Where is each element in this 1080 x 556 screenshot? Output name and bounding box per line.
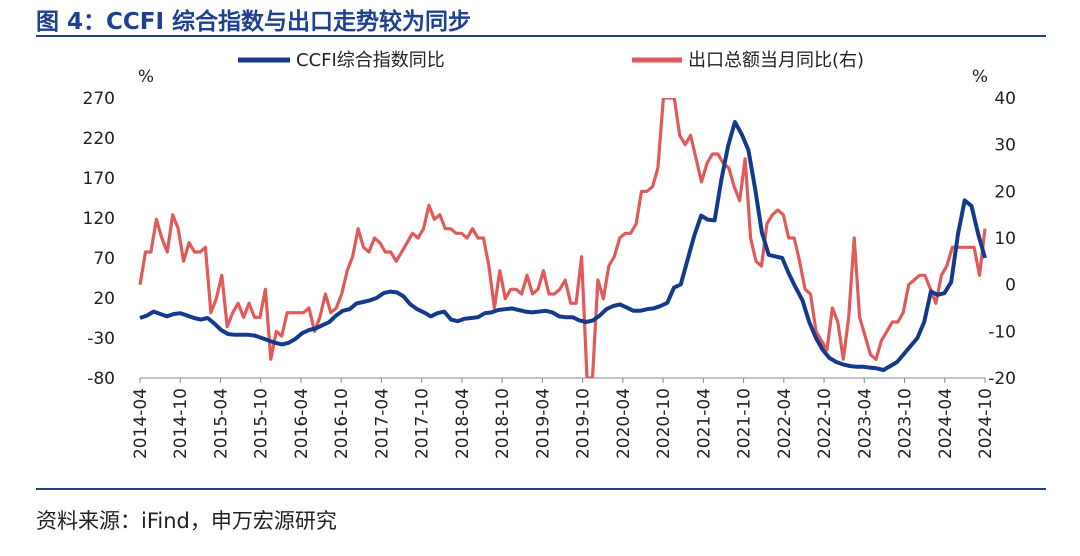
right-tick-label: 20 [994,182,1016,202]
left-tick-label: 220 [83,129,115,149]
x-tick-label: 2019-10 [574,388,594,459]
x-tick-label: 2017-10 [413,388,433,459]
x-tick-label: 2024-10 [976,388,996,459]
x-tick-label: 2017-04 [372,388,392,459]
x-tick-label: 2023-10 [896,388,916,459]
x-tick-label: 2020-10 [654,388,674,459]
left-axis-ticks: 270 220 170 120 70 20 -30 -80 [83,89,115,389]
figure-title: 图 4：CCFI 综合指数与出口走势较为同步 [36,9,472,35]
left-axis-unit: % [138,67,154,87]
series-lines [138,98,987,378]
left-tick-label: -80 [87,369,115,389]
x-tick-label: 2022-10 [815,388,835,459]
x-tick-label: 2023-04 [855,388,875,459]
right-tick-label: 30 [994,136,1016,156]
bottom-rule [36,488,1046,490]
chart-svg: 270 220 170 120 70 20 -30 -80 40 30 20 10 0 -10 -20 2… [83,50,1016,459]
x-tick-label: 2018-10 [493,388,513,459]
legend: CCFI综合指数同比 出口总额当月同比(右) [238,50,864,71]
left-tick-label: 20 [93,289,115,309]
left-tick-label: 270 [83,89,115,109]
right-tick-label: 0 [1005,276,1016,296]
x-axis-ticks: 2014-04 2014-10 2015-04 2015-10 2016-04 2016-… [131,377,996,459]
x-tick-label: 2021-04 [694,388,714,459]
x-tick-label: 2021-10 [735,388,755,459]
x-tick-label: 2024-04 [936,388,956,459]
right-axis-ticks: 40 30 20 10 0 -10 -20 [988,89,1016,389]
right-tick-label: 10 [994,229,1016,249]
x-tick-label: 2019-04 [533,388,553,459]
x-tick-label: 2016-10 [332,388,352,459]
left-tick-label: -30 [87,329,115,349]
right-axis-unit: % [972,67,988,87]
x-tick-label: 2015-04 [211,388,231,459]
left-tick-label: 70 [93,249,115,269]
x-tick-label: 2016-04 [292,388,312,459]
legend-label: 出口总额当月同比(右) [688,50,864,71]
series-line-ccfi [139,120,987,372]
source-note: 资料来源：iFind，申万宏源研究 [36,509,337,533]
left-tick-label: 170 [83,169,115,189]
legend-label: CCFI综合指数同比 [296,50,445,71]
x-tick-label: 2014-10 [171,388,191,459]
x-tick-label: 2014-04 [131,388,151,459]
right-tick-label: -20 [988,369,1016,389]
series-line-exports [138,98,987,378]
top-rule [36,35,1046,37]
x-tick-label: 2018-04 [453,388,473,459]
x-tick-label: 2022-04 [775,388,795,459]
left-tick-label: 120 [83,209,115,229]
right-tick-label: 40 [994,89,1016,109]
right-tick-label: -10 [988,322,1016,342]
x-tick-label: 2015-10 [252,388,272,459]
x-tick-label: 2020-04 [614,388,634,459]
